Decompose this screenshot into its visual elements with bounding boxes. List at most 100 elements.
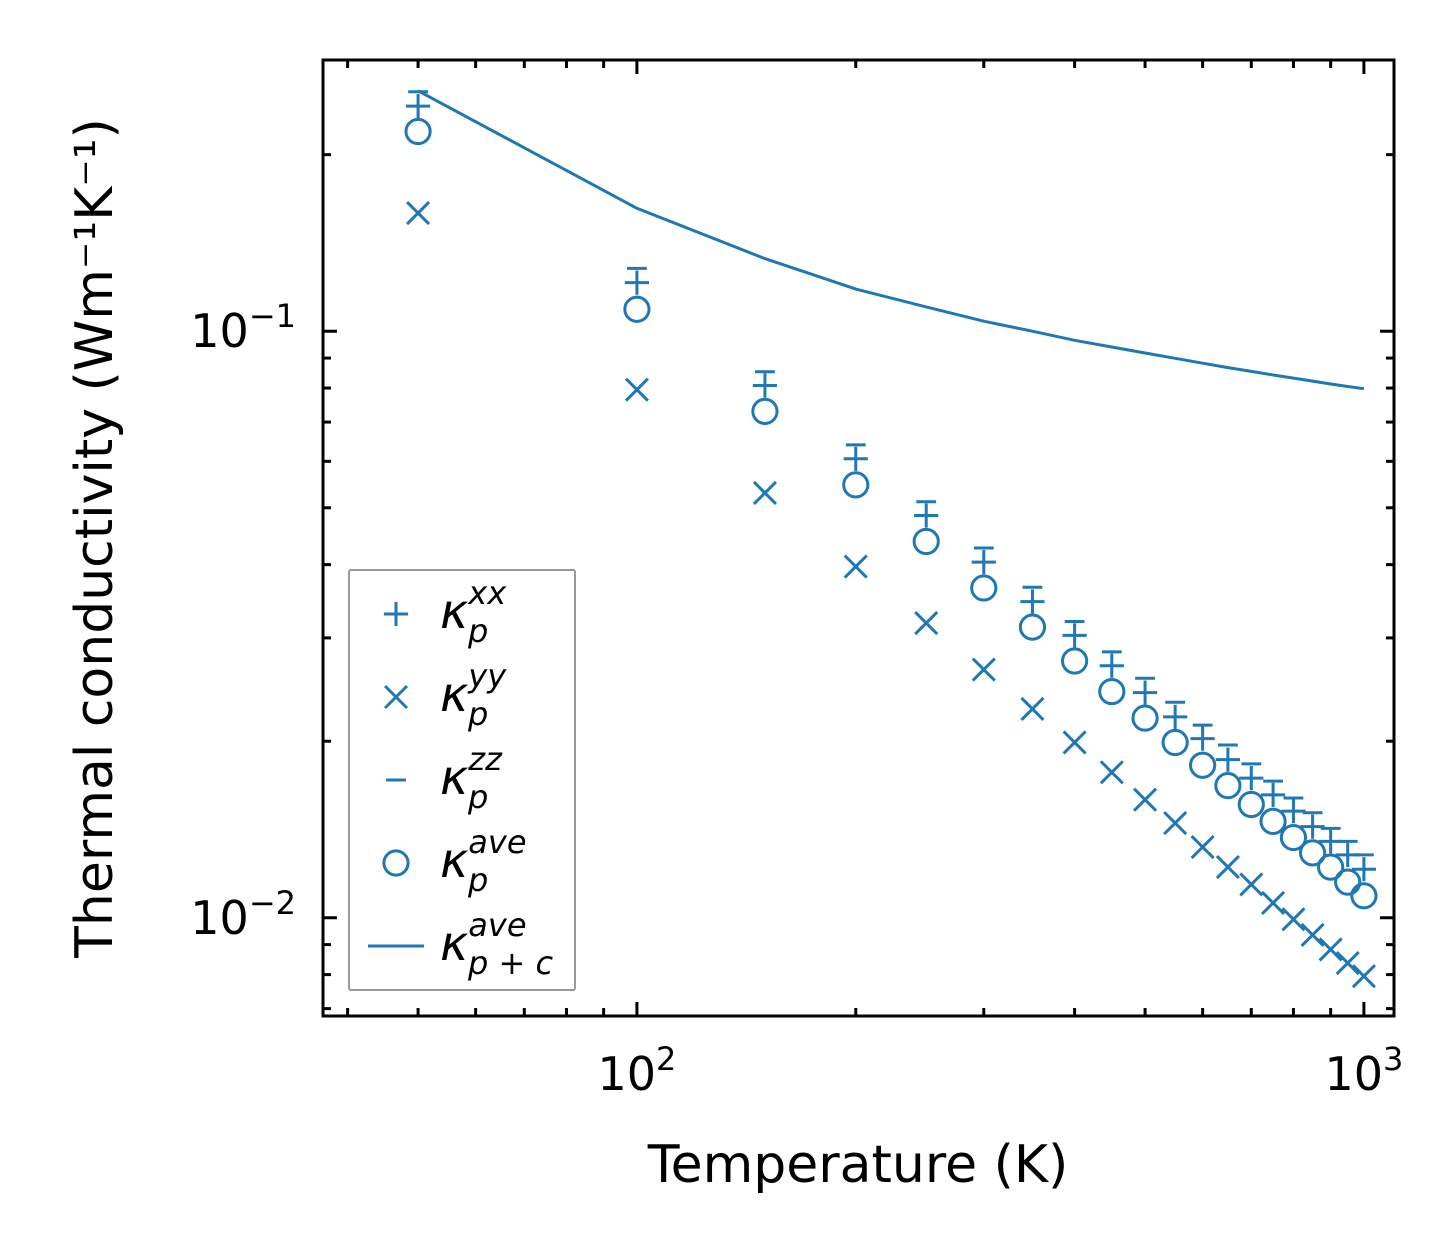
- legend-label: κave p + c: [440, 906, 553, 982]
- x-stroke: [1133, 787, 1158, 812]
- point-kxx: [1062, 623, 1087, 648]
- point-kave: [1259, 807, 1287, 835]
- point-kxx: [1099, 653, 1124, 678]
- series-line-kave_pc: [417, 89, 1365, 391]
- point-kave: [912, 527, 940, 556]
- point-kyy: [971, 657, 996, 682]
- y-tick-label: 10−1: [190, 297, 296, 358]
- legend-marker: [383, 684, 409, 710]
- legend-item-kave_pc: κave p + c: [368, 906, 553, 982]
- legend-item-kyy: κyy p: [383, 657, 507, 733]
- legend-label: κave p: [440, 823, 527, 899]
- point-kxx: [1300, 814, 1325, 839]
- point-kave: [1279, 823, 1308, 852]
- point-kxx: [1239, 766, 1264, 791]
- point-kxx: [971, 549, 996, 575]
- legend-label: κxx p: [440, 574, 507, 650]
- point-kyy: [1261, 890, 1286, 915]
- x-stroke: [752, 480, 777, 506]
- x-stroke: [1062, 730, 1087, 755]
- point-kyy: [1281, 907, 1306, 932]
- y-axis-label: Thermal conductivity (Wm⁻¹K⁻¹): [65, 118, 125, 959]
- point-kyy: [843, 554, 868, 579]
- axis-tick-labels: 102 103 10−1 10−2: [190, 297, 1403, 1101]
- point-kxx: [1132, 680, 1158, 705]
- point-kyy: [1351, 964, 1376, 989]
- x-stroke: [1318, 937, 1343, 962]
- x-stroke: [1261, 890, 1286, 915]
- point-kyy: [752, 480, 777, 506]
- point-kave: [404, 117, 432, 146]
- point-kyy: [1062, 730, 1087, 755]
- legend-label: κzz p: [440, 740, 503, 816]
- point-kave: [1061, 647, 1089, 675]
- point-kxx: [1260, 782, 1286, 807]
- point-kyy: [1335, 951, 1360, 976]
- point-kyy: [1163, 811, 1188, 836]
- point-kyy: [1215, 855, 1240, 880]
- point-kxx: [752, 373, 778, 398]
- series-kzz: [408, 90, 1374, 857]
- point-kave: [1214, 772, 1242, 800]
- x-stroke: [383, 684, 409, 710]
- point-kxx: [1190, 726, 1215, 751]
- legend-label: κyy p: [440, 657, 507, 733]
- point-kyy: [1190, 834, 1215, 860]
- x-stroke: [1281, 907, 1306, 932]
- x-stroke: [1351, 964, 1376, 989]
- point-kyy: [1300, 922, 1325, 947]
- x-stroke: [406, 201, 431, 226]
- x-stroke: [1163, 811, 1188, 836]
- x-stroke: [624, 377, 649, 402]
- x-stroke: [843, 554, 868, 579]
- point-kxx: [1281, 799, 1306, 824]
- legend-item-kzz: κzz p: [386, 740, 503, 816]
- x-stroke: [1239, 872, 1264, 897]
- x-stroke: [1099, 760, 1124, 785]
- point-kyy: [1020, 696, 1045, 721]
- x-stroke: [971, 657, 996, 682]
- point-kave: [1237, 790, 1265, 819]
- legend-marker: [382, 849, 410, 877]
- point-kyy: [406, 201, 431, 226]
- series-kyy: [406, 201, 1376, 989]
- plot-frame: [321, 58, 1396, 1018]
- series-kave: [404, 117, 1378, 910]
- point-kyy: [914, 611, 939, 636]
- x-axis-label: Temperature (K): [647, 1135, 1069, 1195]
- x-stroke: [1300, 922, 1325, 947]
- point-kave: [623, 295, 651, 323]
- point-kxx: [1020, 589, 1045, 614]
- legend-item-kave: κave p: [382, 823, 527, 899]
- point-kyy: [1099, 760, 1124, 785]
- point-kave: [970, 574, 998, 602]
- point-kxx: [624, 270, 650, 295]
- point-kxx: [1163, 704, 1188, 730]
- point-kave: [1131, 704, 1159, 732]
- x-stroke: [914, 611, 939, 636]
- point-kave: [1189, 751, 1217, 779]
- x-stroke: [1215, 855, 1240, 880]
- point-kyy: [1318, 937, 1343, 962]
- point-kave: [1298, 839, 1327, 867]
- point-kave: [1317, 853, 1345, 881]
- point-kave: [1018, 613, 1047, 641]
- data-marks: [404, 89, 1378, 989]
- point-kyy: [1133, 787, 1158, 812]
- legend-marker: [383, 601, 409, 627]
- point-kave: [751, 397, 779, 425]
- legend-item-kxx: κxx p: [383, 574, 507, 650]
- x-tick-label: 102: [597, 1040, 676, 1101]
- y-tick-label: 10−2: [190, 884, 296, 945]
- point-kxx: [405, 93, 431, 119]
- point-kxx: [1351, 857, 1377, 882]
- point-kave: [1350, 882, 1378, 910]
- point-kave: [842, 471, 870, 499]
- point-kxx: [1215, 747, 1240, 772]
- point-kxx: [843, 446, 868, 471]
- x-stroke: [1020, 696, 1045, 721]
- point-kxx: [914, 503, 939, 528]
- x-stroke: [1335, 951, 1360, 976]
